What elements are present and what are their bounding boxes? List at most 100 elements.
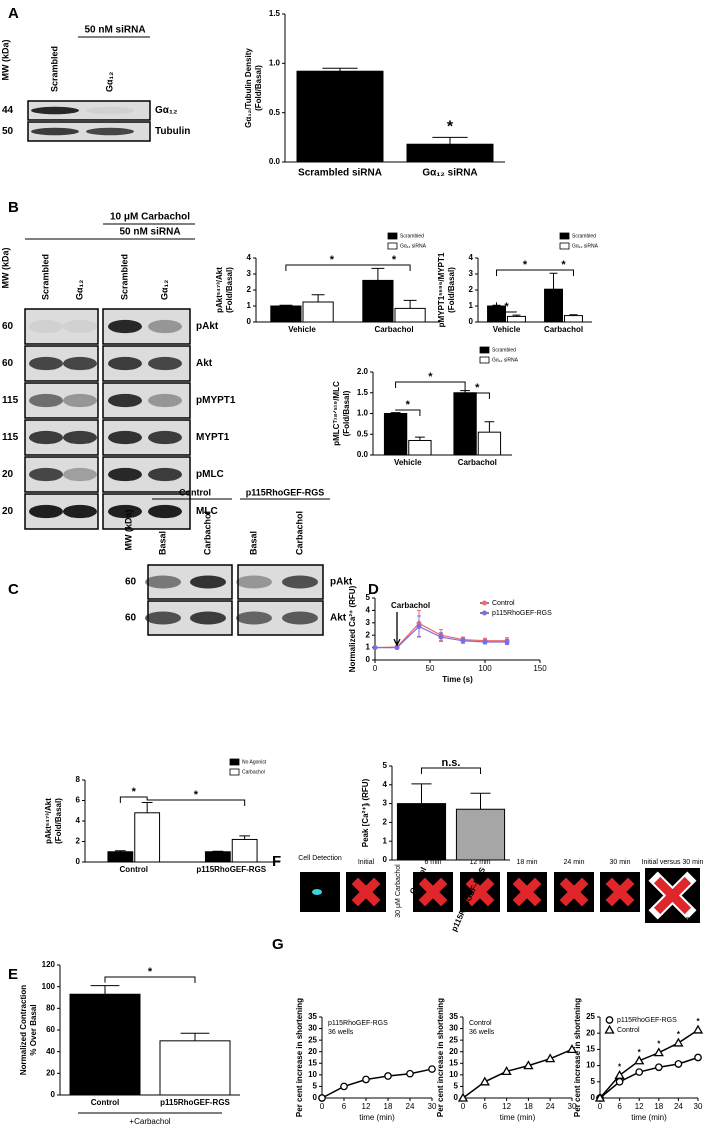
marker	[523, 1060, 534, 1070]
bar	[396, 803, 447, 861]
bar	[134, 812, 161, 863]
side-label: 30 μM Carbachol	[395, 864, 402, 918]
x-tick-label: 12	[362, 1102, 371, 1111]
blot-band	[108, 504, 142, 519]
band-label: pMYPT1	[196, 395, 236, 406]
significance: *	[618, 1062, 622, 1071]
legend-swatch	[479, 346, 490, 354]
error-bar	[390, 412, 401, 414]
panel-label: G	[272, 936, 284, 953]
cross	[465, 877, 495, 907]
y-tick-label: 25	[586, 1012, 595, 1021]
blot-band	[145, 575, 181, 589]
blot-band	[148, 356, 182, 371]
y-axis-label: % Over Basal	[29, 1004, 38, 1055]
marker	[406, 1069, 414, 1078]
significance: n.s.	[442, 757, 461, 769]
cross	[512, 877, 542, 907]
legend-swatch	[229, 758, 240, 766]
cross	[559, 877, 589, 907]
y-tick-label: 35	[449, 1012, 458, 1021]
x-tick-label: Vehicle	[394, 458, 422, 467]
y-tick-label: 0	[313, 1093, 318, 1102]
x-tick-label: 30	[568, 1102, 577, 1111]
cell	[312, 889, 322, 895]
x-tick-label: Vehicle	[288, 325, 316, 334]
y-tick-label: 30	[449, 1024, 458, 1033]
bracket	[395, 381, 466, 388]
image-caption: 6 min	[424, 859, 441, 866]
cross	[653, 876, 692, 915]
y-tick-label: 30	[308, 1024, 317, 1033]
y-tick-label: 0	[591, 1093, 596, 1102]
y-tick-label: 120	[42, 960, 56, 969]
y-tick-label: 15	[308, 1058, 317, 1067]
blot-header: 50 nM siRNA	[84, 25, 145, 36]
blot-header: 10 μM Carbachol	[110, 212, 190, 223]
significance: *	[330, 254, 335, 266]
blot-band	[31, 127, 79, 136]
x-tick-label: 0	[320, 1102, 325, 1111]
blot-band	[108, 356, 142, 371]
y-tick-label: 2	[247, 285, 252, 294]
y-tick-label: 3	[383, 799, 388, 808]
lane-label: Carbachol	[294, 511, 304, 555]
y-tick-label: 3	[469, 269, 474, 278]
panel-label: A	[8, 5, 19, 22]
y-tick-label: 1	[383, 836, 388, 845]
blot-band	[148, 504, 182, 519]
y-axis-label: Per cent increase in shortening	[295, 998, 304, 1117]
bracket	[104, 976, 196, 983]
bar	[204, 851, 231, 863]
legend-label: Scrambled	[492, 347, 516, 353]
x-tick-label: Carbachol	[458, 458, 497, 467]
y-tick-label: 0.5	[357, 429, 369, 438]
y-tick-label: 2	[383, 818, 388, 827]
lane-label: Scrambled	[119, 254, 129, 300]
blot-band	[190, 611, 226, 625]
mw-label: 44	[2, 105, 14, 116]
blot-band	[148, 393, 182, 408]
x-tick-label: 18	[524, 1102, 533, 1111]
blot-band	[63, 430, 97, 445]
legend-swatch	[559, 232, 570, 240]
legend-label: Gα₁₂ siRNA	[572, 243, 599, 249]
y-tick-label: 25	[449, 1035, 458, 1044]
blot-band	[108, 467, 142, 482]
band-label: pAkt	[196, 321, 219, 332]
x-tick-label: 50	[426, 664, 435, 673]
bar	[107, 851, 134, 863]
y-tick-label: 20	[308, 1047, 317, 1056]
marker	[428, 1065, 436, 1073]
marker	[674, 1060, 683, 1068]
blot-band	[29, 430, 63, 445]
x-tick-label: 30	[428, 1102, 437, 1111]
blot-band	[86, 127, 134, 136]
lane-label: Gα₁₂	[74, 280, 84, 300]
x-axis-label: time (min)	[500, 1113, 536, 1122]
y-tick-label: 15	[586, 1045, 595, 1054]
bar	[296, 70, 384, 163]
blot-band	[145, 611, 181, 625]
blot-frame	[24, 308, 99, 345]
bar	[394, 307, 426, 323]
band-label: pAkt	[330, 577, 353, 588]
y-tick-label: 4	[469, 253, 474, 262]
mw-label: 115	[2, 395, 19, 406]
x-tick-label: p115RhoGEF-RGS	[160, 1098, 230, 1107]
marker	[604, 1024, 615, 1034]
marker	[614, 1070, 625, 1079]
error-bar	[239, 835, 251, 840]
panel-label: B	[8, 199, 19, 216]
mw-label: 60	[125, 613, 137, 624]
blot-band	[236, 611, 272, 625]
significance: *	[523, 259, 528, 271]
lane-label: Carbachol	[202, 511, 212, 555]
blot-header: 50 nM siRNA	[119, 227, 180, 238]
bar	[544, 288, 563, 323]
error-bar	[212, 850, 224, 852]
error-bar	[180, 1032, 210, 1041]
x-tick-label: Control	[91, 1098, 119, 1107]
lane-label: Scrambled	[49, 46, 59, 92]
